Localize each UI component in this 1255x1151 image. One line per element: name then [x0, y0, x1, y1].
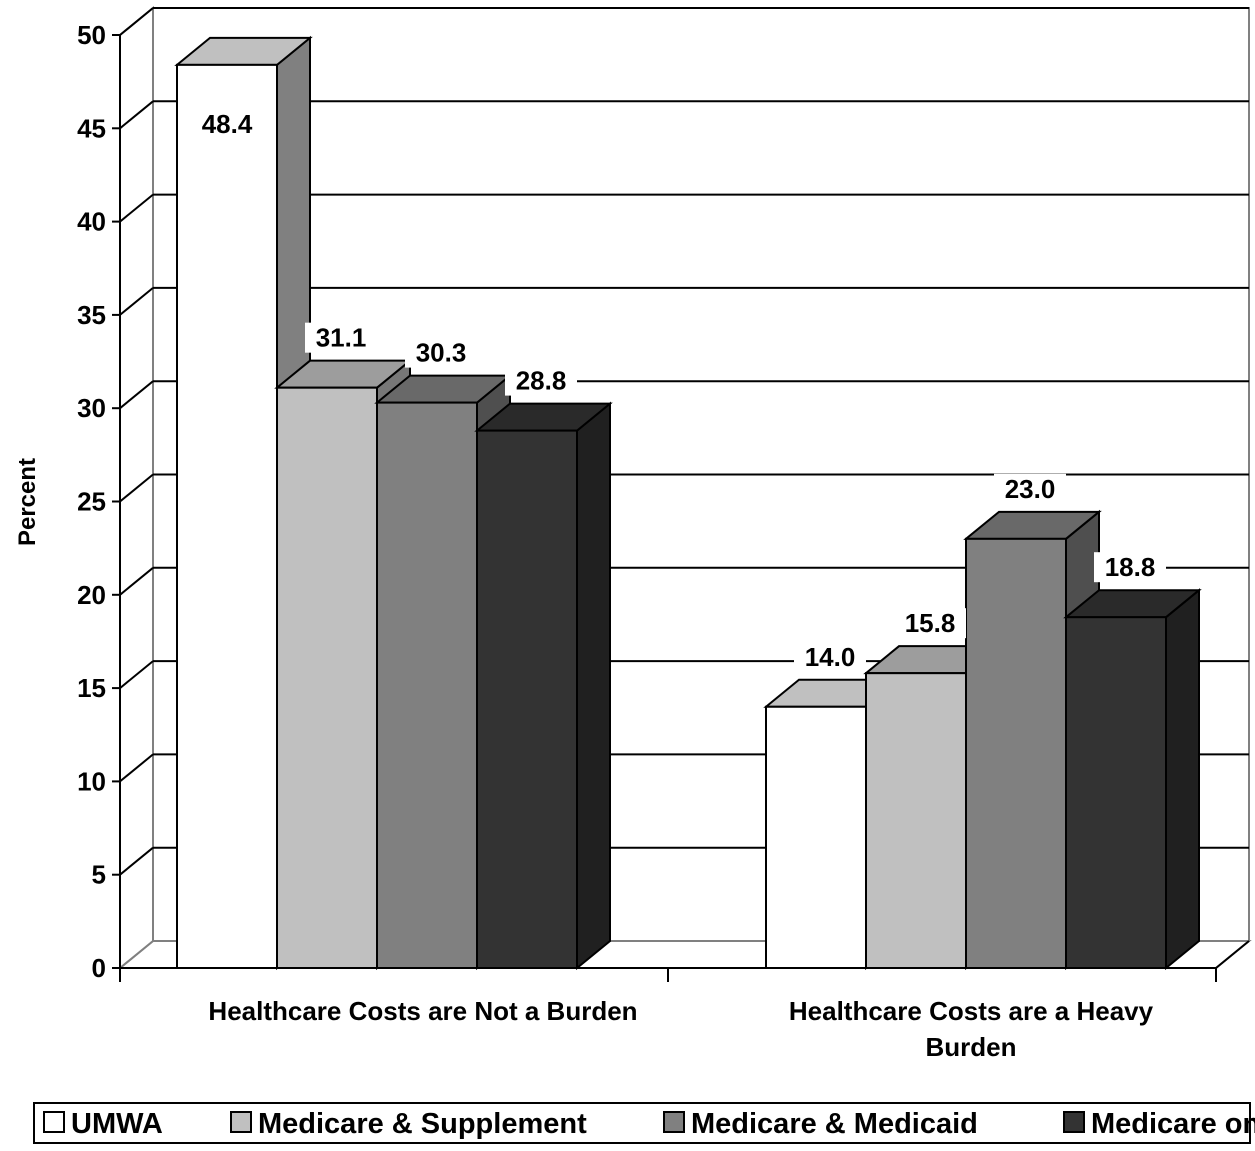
legend-swatch [663, 1111, 685, 1133]
legend-label: Medicare & Medicaid [691, 1108, 978, 1140]
y-axis-title: Percent [14, 458, 41, 546]
legend-swatch [230, 1111, 252, 1133]
data-label-bg [405, 337, 477, 368]
legend-item: UMWA [43, 1108, 163, 1140]
bar-front [765, 705, 867, 969]
data-label: 18.8 [1105, 552, 1156, 582]
gridline-side [119, 287, 154, 316]
bar-front [176, 63, 278, 969]
legend-swatch [1063, 1111, 1085, 1133]
y-tick-label: 0 [92, 953, 106, 983]
bars [174, 35, 1202, 971]
data-label-bg [994, 473, 1066, 504]
bar-front [476, 429, 578, 970]
gridline-side [119, 380, 154, 409]
legend-label: Medicare only [1091, 1108, 1255, 1140]
data-label-bg [794, 641, 866, 672]
legend-item: Medicare & Supplement [230, 1108, 587, 1140]
x-axis-end [1215, 940, 1250, 969]
value-labels: 48.4 31.1 30.3 28.8 14.0 15.8 23.0 18.8 [202, 109, 1166, 672]
y-tick-label: 5 [92, 860, 106, 890]
y-tick-label: 30 [77, 393, 106, 423]
legend-item: Medicare only [1063, 1108, 1255, 1140]
bar-side [576, 401, 611, 971]
x-category-label: Healthcare Costs are Not a Burden [208, 996, 637, 1026]
y-tick-label: 25 [77, 487, 106, 517]
legend-item: Medicare & Medicaid [663, 1108, 978, 1140]
data-label: 14.0 [805, 642, 856, 672]
y-tick-label: 50 [77, 20, 106, 50]
legend-swatch [43, 1111, 65, 1133]
gridline-side [119, 473, 154, 503]
x-category-label: Healthcare Costs are a Heavy [789, 996, 1154, 1026]
gridline-side [119, 7, 154, 36]
bar-front [1065, 616, 1167, 970]
y-tick-label: 10 [77, 766, 106, 796]
bar-front [965, 537, 1067, 969]
x-category-labels: Healthcare Costs are Not a Burden Healthc… [208, 996, 1153, 1062]
y-tick-label: 15 [77, 673, 106, 703]
legend-label: Medicare & Supplement [258, 1108, 587, 1140]
y-ticks: 0 5 10 15 20 25 30 35 40 45 50 [77, 20, 120, 983]
y-tick-label: 40 [77, 207, 106, 237]
data-label: 30.3 [416, 338, 467, 368]
gridline-side [119, 753, 154, 783]
bar-front [276, 386, 378, 969]
data-label-bg [505, 365, 577, 396]
data-label: 28.8 [516, 366, 567, 396]
y-tick-label: 20 [77, 580, 106, 610]
bar [1063, 588, 1202, 971]
data-label-bg [894, 608, 966, 639]
legend: UMWA Medicare & Supplement Medicare & Medi… [33, 1102, 1255, 1144]
data-label: 31.1 [316, 323, 367, 353]
data-label: 15.8 [905, 608, 956, 638]
y-tick-label: 45 [77, 113, 106, 143]
data-label-bg [1094, 552, 1166, 583]
y-tick-label: 35 [77, 300, 106, 330]
gridline-side [119, 193, 154, 223]
gridline-side [119, 567, 154, 596]
bar-front [376, 401, 478, 969]
data-label: 23.0 [1005, 474, 1056, 504]
bar-front [865, 672, 967, 969]
data-label: 48.4 [202, 109, 253, 139]
data-label-bg [305, 322, 377, 353]
bar-side [1165, 588, 1200, 971]
gridline-side [119, 846, 154, 876]
x-category-label: Burden [926, 1032, 1017, 1062]
gridline-side [119, 100, 154, 130]
legend-label: UMWA [71, 1108, 163, 1140]
gridline-side [119, 660, 154, 689]
bar [474, 401, 613, 971]
